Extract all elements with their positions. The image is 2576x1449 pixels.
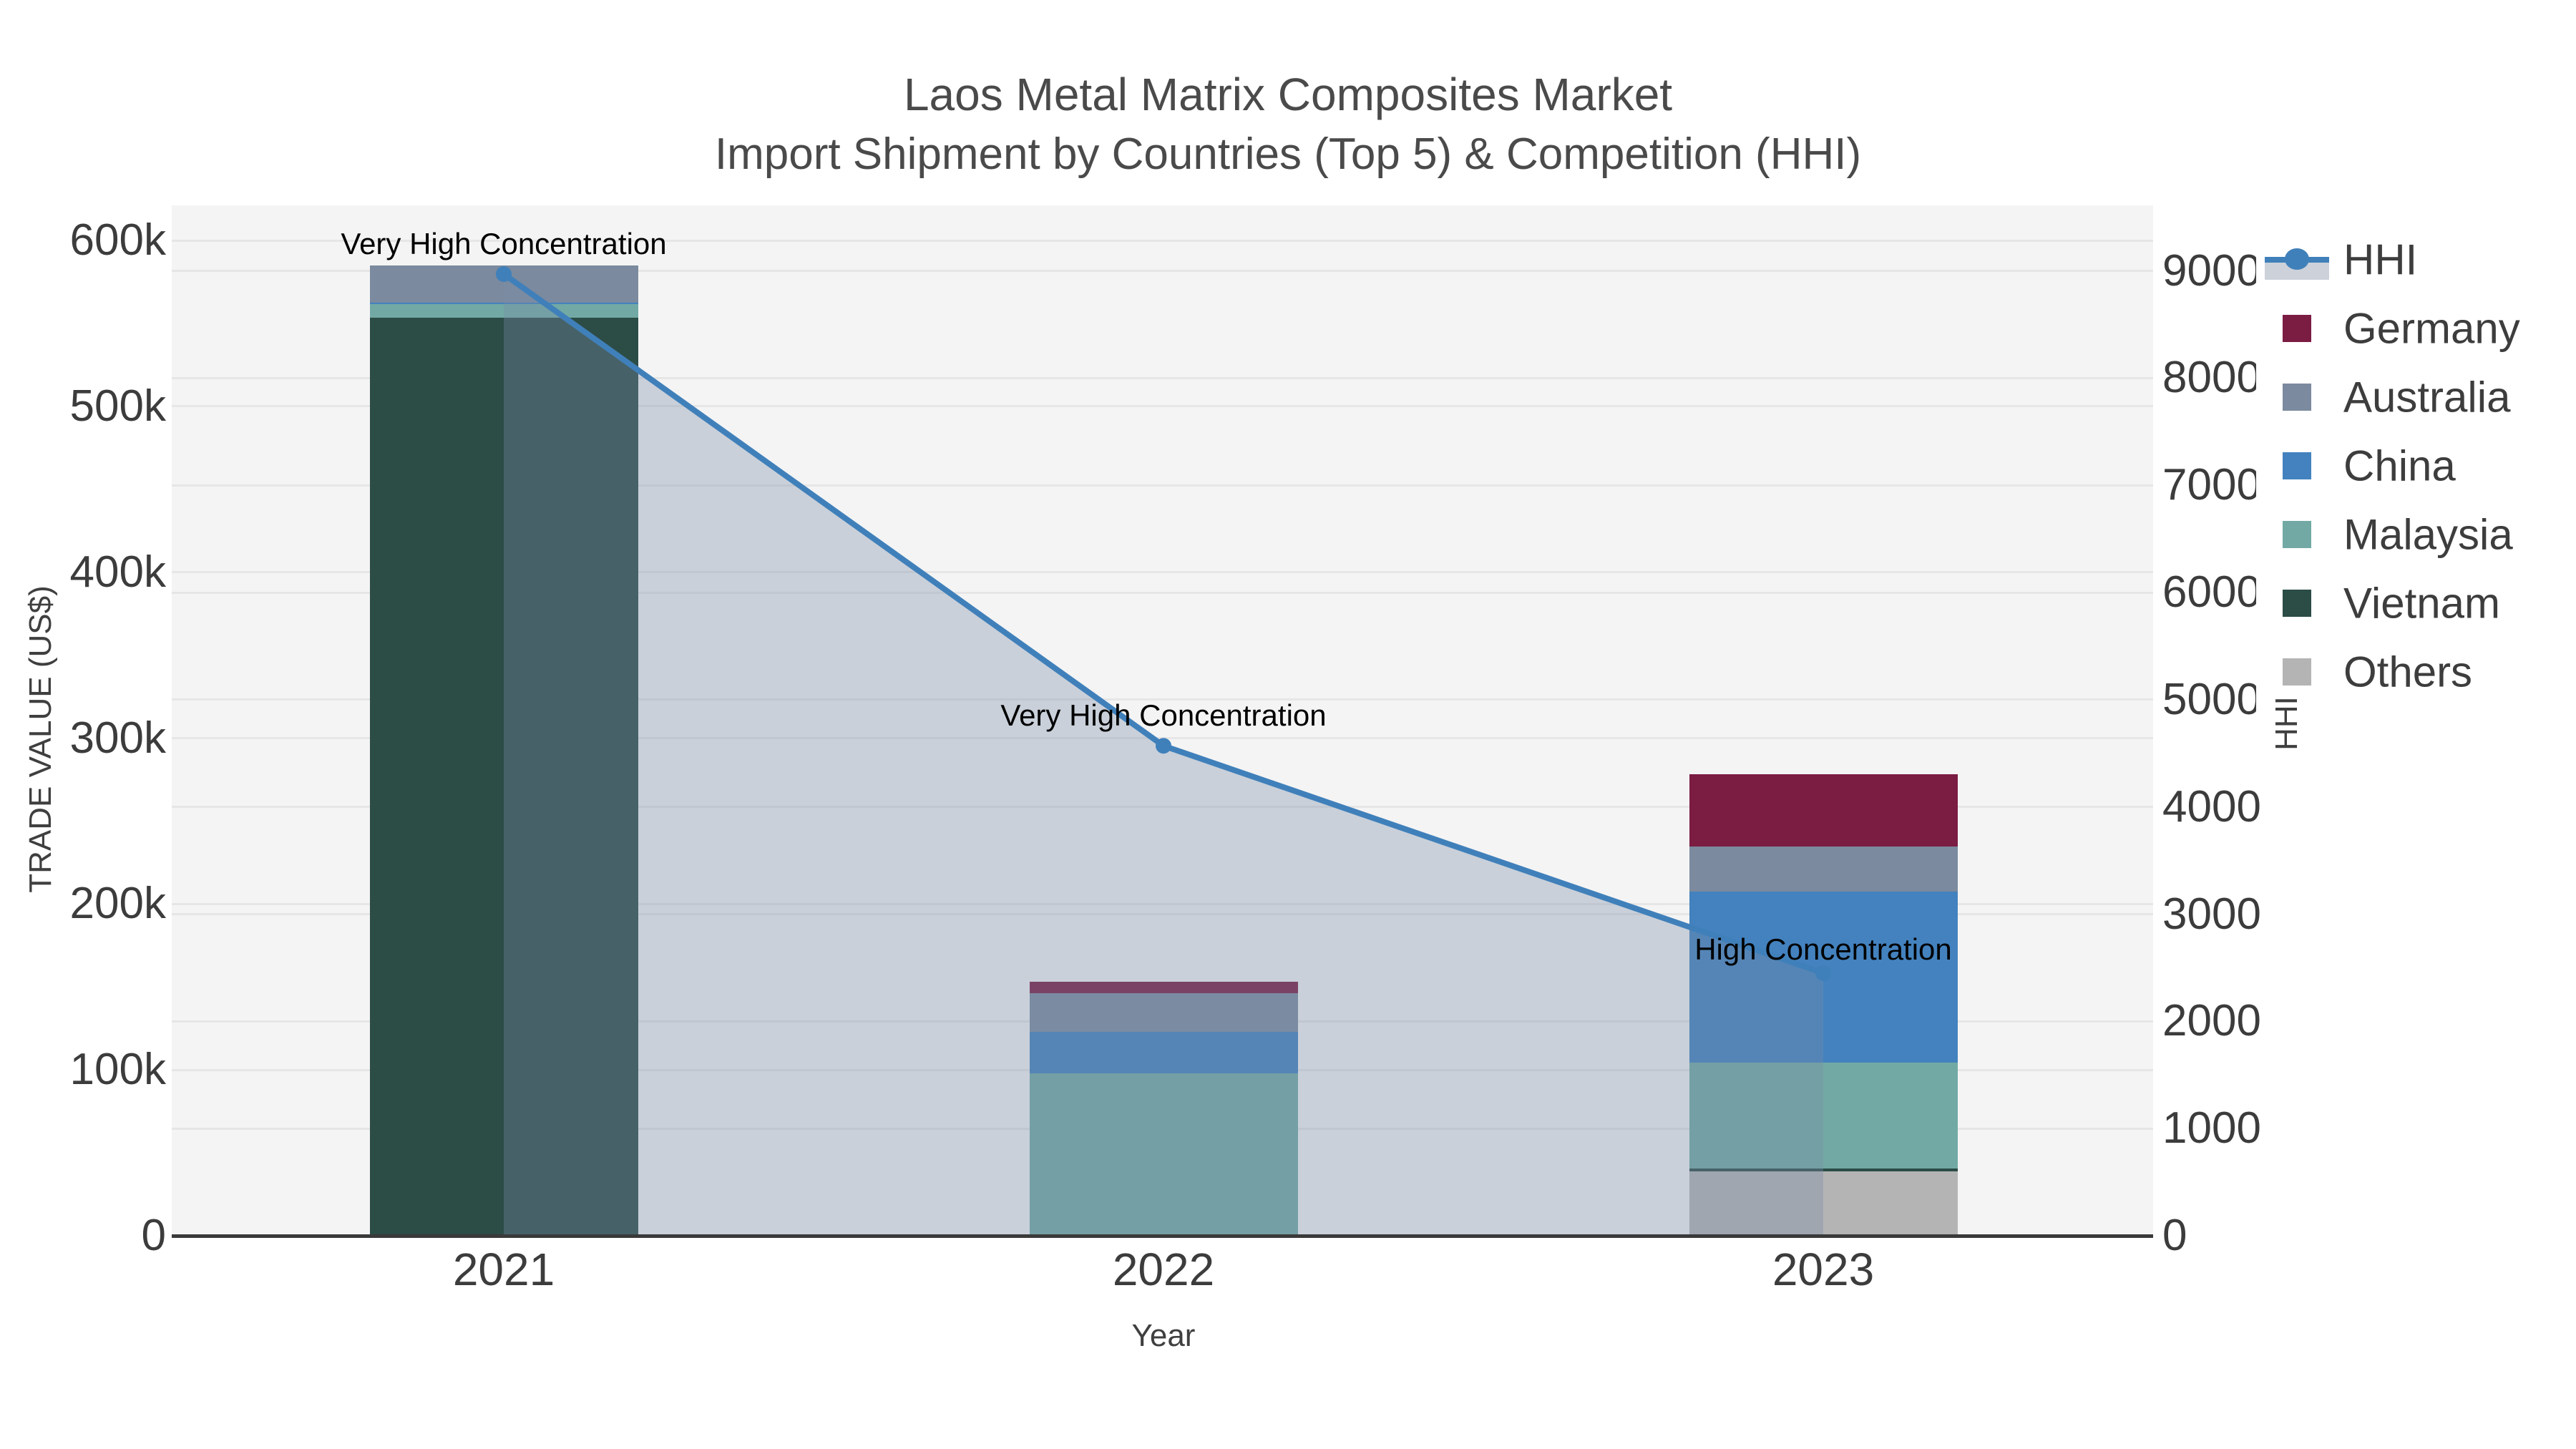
legend-swatch-others xyxy=(2283,658,2311,686)
y-axis-tick-label: 500k xyxy=(69,381,166,431)
y2-axis-tick-label: 2000 xyxy=(2162,996,2261,1046)
gridline-left-axis xyxy=(172,239,2153,242)
x-axis-title: Year xyxy=(1131,1318,1196,1353)
legend-label-malaysia: Malaysia xyxy=(2343,510,2513,559)
y2-axis-tick-label: 8000 xyxy=(2162,353,2261,403)
hhi-annotation-2023: High Concentration xyxy=(1694,932,1952,966)
y-axis-tick-label: 100k xyxy=(69,1045,166,1095)
legend-label-hhi: HHI xyxy=(2343,235,2418,284)
y2-axis-tick-label: 1000 xyxy=(2162,1103,2261,1153)
legend-swatch-china xyxy=(2283,452,2311,479)
gridline-right-axis xyxy=(172,270,2153,272)
bar-segment-china-2022[interactable] xyxy=(1029,1032,1298,1074)
bar-segment-malaysia-2022[interactable] xyxy=(1029,1073,1298,1236)
hhi-annotation-2021: Very High Concentration xyxy=(341,226,667,260)
hhi-marker-2022[interactable] xyxy=(1156,738,1171,754)
hhi-marker-swatch-icon xyxy=(2285,248,2309,270)
hhi-marker-2021[interactable] xyxy=(496,265,512,282)
x-axis-tick-label: 2021 xyxy=(452,1244,555,1295)
bar-segment-germany-2022[interactable] xyxy=(1029,982,1298,994)
legend-item-china[interactable]: China xyxy=(2256,431,2557,500)
legend-item-malaysia[interactable]: Malaysia xyxy=(2256,500,2557,569)
legend-label-others: Others xyxy=(2343,648,2473,696)
y2-axis-tick-label: 3000 xyxy=(2162,889,2261,939)
y-axis-tick-label: 600k xyxy=(69,215,166,265)
y2-axis-tick-label: 0 xyxy=(2162,1211,2187,1260)
y-axis-tick-label: 200k xyxy=(69,879,166,929)
legend-item-australia[interactable]: Australia xyxy=(2256,363,2557,431)
x-axis-tick-label: 2022 xyxy=(1112,1244,1215,1295)
legend-swatch-malaysia xyxy=(2283,521,2311,548)
y2-axis-tick-label: 7000 xyxy=(2162,460,2261,510)
y2-axis-tick-label: 5000 xyxy=(2162,674,2261,724)
bar-segment-china-2021[interactable] xyxy=(369,302,638,305)
legend-swatch-vietnam xyxy=(2283,590,2311,617)
legend-label-australia: Australia xyxy=(2343,373,2511,421)
y-axis-tick-label: 400k xyxy=(69,547,166,597)
y-axis-tick-label: 0 xyxy=(141,1211,166,1260)
legend-label-china: China xyxy=(2343,441,2456,490)
hhi-annotation-2022: Very High Concentration xyxy=(1000,698,1327,733)
legend-item-others[interactable]: Others xyxy=(2256,638,2557,706)
hhi-marker-2023[interactable] xyxy=(1815,965,1831,981)
legend-label-vietnam: Vietnam xyxy=(2343,579,2501,628)
legend-item-germany[interactable]: Germany xyxy=(2256,294,2557,363)
bar-segment-others-2023[interactable] xyxy=(1689,1171,1958,1236)
bar-segment-malaysia-2021[interactable] xyxy=(369,304,638,318)
chart-subtitle: Import Shipment by Countries (Top 5) & C… xyxy=(714,130,1862,179)
y2-axis-tick-label: 6000 xyxy=(2162,567,2261,617)
bar-segment-malaysia-2023[interactable] xyxy=(1689,1063,1958,1169)
bar-segment-vietnam-2021[interactable] xyxy=(369,317,638,1236)
legend: HHI Germany Australia China Malaysia Vietnam O… xyxy=(2256,213,2557,723)
legend-swatch-germany xyxy=(2283,315,2311,342)
bar-segment-vietnam-2023[interactable] xyxy=(1689,1169,1958,1172)
legend-item-hhi[interactable]: HHI xyxy=(2256,225,2557,294)
bar-segment-germany-2023[interactable] xyxy=(1689,774,1958,847)
y-axis-tick-label: 300k xyxy=(69,713,166,763)
legend-swatch-australia xyxy=(2283,384,2311,411)
y2-axis-title: HHI xyxy=(2269,696,2304,751)
bar-segment-australia-2022[interactable] xyxy=(1029,993,1298,1033)
bar-segment-australia-2023[interactable] xyxy=(1689,846,1958,892)
x-axis-line xyxy=(172,1234,2153,1238)
y2-axis-tick-label: 4000 xyxy=(2162,781,2261,831)
chart-title: Laos Metal Matrix Composites Market xyxy=(903,69,1673,120)
legend-label-germany: Germany xyxy=(2343,304,2520,353)
y2-axis-tick-label: 9000 xyxy=(2162,245,2261,296)
legend-item-vietnam[interactable]: Vietnam xyxy=(2256,569,2557,638)
x-axis-tick-label: 2023 xyxy=(1772,1244,1875,1295)
